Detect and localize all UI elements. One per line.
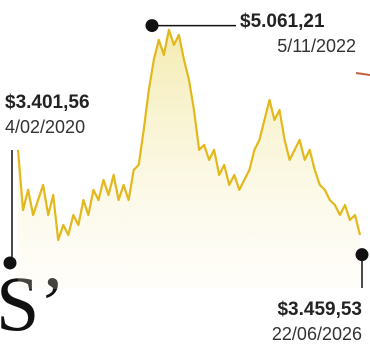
decoration [355,72,370,76]
annotation-date: 4/02/2020 [5,117,85,137]
annotation-value: $3.459,53 [277,299,362,320]
annotation-dot [145,19,159,33]
annotation-value: $5.061,21 [240,11,325,32]
price-line [16,28,362,242]
annotation-date: 5/11/2022 [277,36,356,56]
area [18,29,360,290]
annotation-value: $3.401,56 [5,92,90,113]
annotation-dot [355,248,369,262]
annotation-dot [3,256,17,270]
annotation-date: 22/06/2026 [272,324,362,344]
